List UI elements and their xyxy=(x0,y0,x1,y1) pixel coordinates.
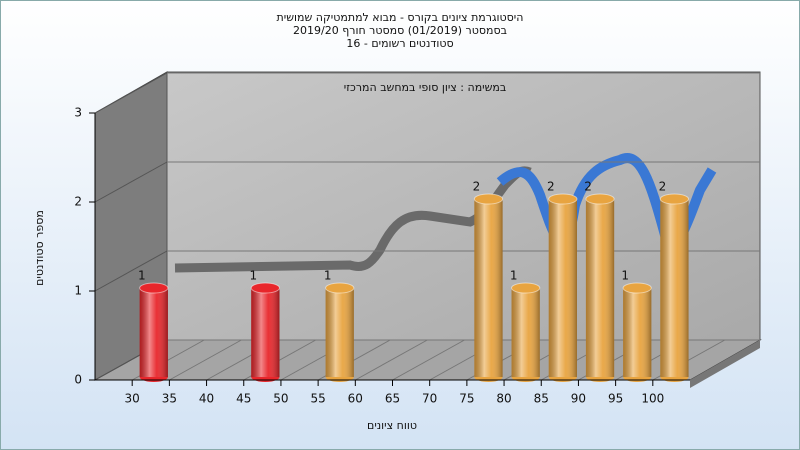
x-tick-label: 50 xyxy=(273,392,288,406)
bar-top xyxy=(250,282,280,294)
bar-top xyxy=(473,193,504,205)
annotation: במשימה : ציון סופי במחשב המרכזי xyxy=(344,81,507,94)
x-tick-label: 60 xyxy=(348,392,363,406)
floor-line xyxy=(355,339,428,381)
y-axis-title: מספר סטודנטים xyxy=(33,210,46,286)
chart-title: היסטוגרמת ציונים בקורס - מבוא למתמטיקה ש… xyxy=(277,11,524,24)
bar xyxy=(325,282,355,382)
x-tick-label: 40 xyxy=(199,392,214,406)
bar xyxy=(511,282,541,382)
y-tick-label: 0 xyxy=(74,373,82,387)
bar xyxy=(548,193,578,382)
bar-shine xyxy=(139,288,168,377)
bar-top xyxy=(511,282,541,294)
x-tick-label: 70 xyxy=(422,392,437,406)
bar-top xyxy=(548,193,578,205)
y-tick-label: 2 xyxy=(74,195,82,209)
x-tick-label: 80 xyxy=(496,392,511,406)
bar-shine xyxy=(251,288,280,377)
data-label: 2 xyxy=(473,180,481,194)
bar-top xyxy=(325,282,355,294)
x-tick-label: 85 xyxy=(534,392,549,406)
grid-line xyxy=(94,250,168,292)
grid-line xyxy=(94,161,168,203)
bar-top xyxy=(622,282,652,294)
bar-shine xyxy=(548,199,577,377)
y-tick-label: 3 xyxy=(74,106,82,120)
data-label: 1 xyxy=(138,269,146,283)
bar-shine xyxy=(511,288,540,377)
x-tick-label: 90 xyxy=(571,392,586,406)
bar-top xyxy=(659,193,690,205)
bar xyxy=(585,193,615,382)
floor-line xyxy=(392,339,465,381)
bar-shine xyxy=(660,199,689,377)
x-tick-label: 65 xyxy=(385,392,400,406)
x-tick-label: 100 xyxy=(641,392,664,406)
floor-edge xyxy=(690,340,760,388)
x-tick-label: 95 xyxy=(608,392,623,406)
bar-shine xyxy=(474,199,503,377)
floor-line xyxy=(169,339,242,381)
data-label: 2 xyxy=(547,180,555,194)
data-label: 2 xyxy=(584,180,592,194)
bar xyxy=(139,282,169,382)
data-label: 1 xyxy=(621,269,629,283)
x-tick-label: 45 xyxy=(236,392,251,406)
students-count: סטודנטים רשומים - 16 xyxy=(346,37,453,50)
x-tick-label: 35 xyxy=(162,392,177,406)
data-label: 1 xyxy=(510,269,518,283)
bar-shine xyxy=(325,288,354,377)
chart-subtitle: בסמסטר (01/2019) סמסטר חורף 2019/20 xyxy=(293,24,507,37)
bar-top xyxy=(585,193,615,205)
x-tick-label: 55 xyxy=(310,392,325,406)
data-label: 2 xyxy=(659,180,667,194)
y-tick-label: 1 xyxy=(74,284,82,298)
data-label: 1 xyxy=(250,269,258,283)
bar-shine xyxy=(623,288,652,377)
bar-top xyxy=(139,282,169,294)
bar xyxy=(250,282,280,382)
bar-shine xyxy=(585,199,615,377)
data-label: 1 xyxy=(324,269,332,283)
x-axis-title: טווח ציונים xyxy=(367,419,417,432)
bar xyxy=(473,193,504,382)
grid-line xyxy=(94,72,168,114)
x-tick-label: 30 xyxy=(125,392,140,406)
bar xyxy=(659,193,690,382)
x-tick-label: 75 xyxy=(459,392,474,406)
bar xyxy=(622,282,652,382)
